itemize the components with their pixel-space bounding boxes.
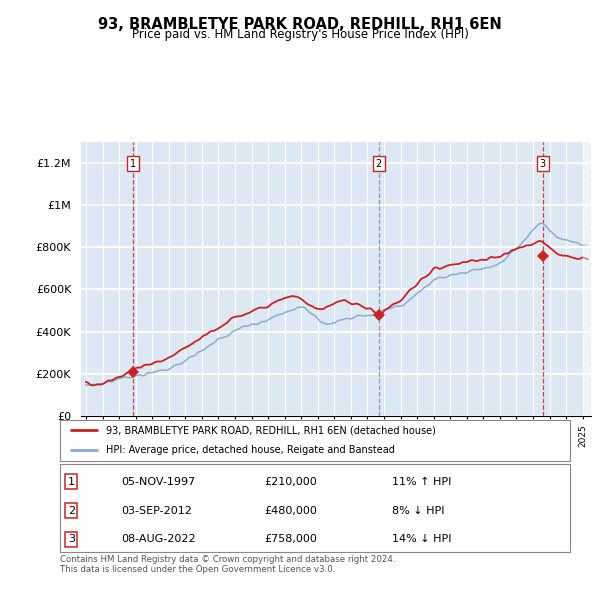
Text: Contains HM Land Registry data © Crown copyright and database right 2024.
This d: Contains HM Land Registry data © Crown c… [60, 555, 395, 574]
Text: 1: 1 [68, 477, 75, 487]
Text: 3: 3 [68, 535, 75, 545]
Text: 93, BRAMBLETYE PARK ROAD, REDHILL, RH1 6EN (detached house): 93, BRAMBLETYE PARK ROAD, REDHILL, RH1 6… [106, 425, 436, 435]
Text: 14% ↓ HPI: 14% ↓ HPI [392, 535, 451, 545]
Text: 03-SEP-2012: 03-SEP-2012 [121, 506, 192, 516]
Text: 08-AUG-2022: 08-AUG-2022 [121, 535, 196, 545]
Text: 2: 2 [68, 506, 75, 516]
Text: £210,000: £210,000 [264, 477, 317, 487]
Text: 2: 2 [376, 159, 382, 169]
Text: Price paid vs. HM Land Registry's House Price Index (HPI): Price paid vs. HM Land Registry's House … [131, 28, 469, 41]
Text: 93, BRAMBLETYE PARK ROAD, REDHILL, RH1 6EN: 93, BRAMBLETYE PARK ROAD, REDHILL, RH1 6… [98, 17, 502, 31]
Text: £480,000: £480,000 [264, 506, 317, 516]
Text: 1: 1 [130, 159, 136, 169]
Text: 11% ↑ HPI: 11% ↑ HPI [392, 477, 451, 487]
Text: 8% ↓ HPI: 8% ↓ HPI [392, 506, 444, 516]
Text: £758,000: £758,000 [264, 535, 317, 545]
Text: 05-NOV-1997: 05-NOV-1997 [121, 477, 196, 487]
Text: 3: 3 [540, 159, 546, 169]
Text: HPI: Average price, detached house, Reigate and Banstead: HPI: Average price, detached house, Reig… [106, 445, 395, 455]
